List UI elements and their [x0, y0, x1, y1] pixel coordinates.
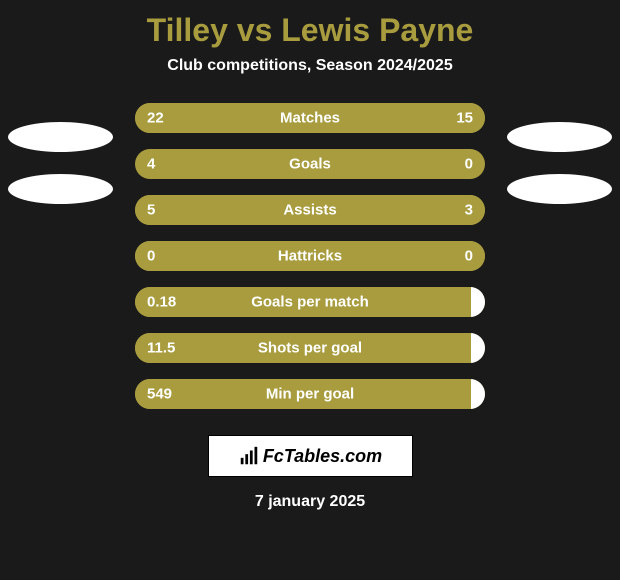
stat-row: 0 0 Hattricks — [0, 233, 620, 279]
stat-bar: 11.5 Shots per goal — [135, 333, 485, 363]
stat-bar-right — [471, 287, 485, 317]
stat-value-left: 11.5 — [147, 340, 175, 357]
page-subtitle: Club competitions, Season 2024/2025 — [0, 57, 620, 95]
stat-label: Shots per goal — [258, 340, 362, 357]
stat-bar: 0.18 Goals per match — [135, 287, 485, 317]
player-badge-left — [8, 122, 113, 152]
stat-row: 549 Min per goal — [0, 371, 620, 417]
logo-label: FcTables.com — [263, 446, 382, 467]
stat-value-right: 3 — [465, 202, 473, 219]
logo-text: FcTables.com — [238, 445, 382, 467]
chart-icon — [238, 445, 260, 467]
stat-value-left: 549 — [147, 386, 172, 403]
stat-bar: 549 Min per goal — [135, 379, 485, 409]
stat-bar: 5 3 Assists — [135, 195, 485, 225]
stat-label: Goals per match — [251, 294, 369, 311]
page-title: Tilley vs Lewis Payne — [0, 0, 620, 57]
player-badge-right — [507, 122, 612, 152]
stat-value-left: 0 — [147, 248, 155, 265]
stat-bar-right — [471, 379, 485, 409]
stat-value-left: 5 — [147, 202, 155, 219]
stat-value-right: 0 — [465, 248, 473, 265]
stat-label: Goals — [289, 156, 331, 173]
stat-row: 11.5 Shots per goal — [0, 325, 620, 371]
stat-value-left: 22 — [147, 110, 164, 127]
stat-label: Min per goal — [266, 386, 354, 403]
stat-row: 0.18 Goals per match — [0, 279, 620, 325]
stat-label: Hattricks — [278, 248, 342, 265]
stat-bar: 0 0 Hattricks — [135, 241, 485, 271]
date-label: 7 january 2025 — [0, 493, 620, 511]
player-badge-left — [8, 174, 113, 204]
logo-box[interactable]: FcTables.com — [208, 435, 413, 477]
stat-value-right: 0 — [465, 156, 473, 173]
player-badge-right — [507, 174, 612, 204]
stat-value-right: 15 — [456, 110, 473, 127]
stat-bar: 4 0 Goals — [135, 149, 485, 179]
stat-bar: 22 15 Matches — [135, 103, 485, 133]
stat-bar-right — [471, 333, 485, 363]
stat-label: Assists — [283, 202, 336, 219]
stat-value-left: 0.18 — [147, 294, 176, 311]
stat-label: Matches — [280, 110, 340, 127]
comparison-container: Tilley vs Lewis Payne Club competitions,… — [0, 0, 620, 580]
stat-value-left: 4 — [147, 156, 155, 173]
